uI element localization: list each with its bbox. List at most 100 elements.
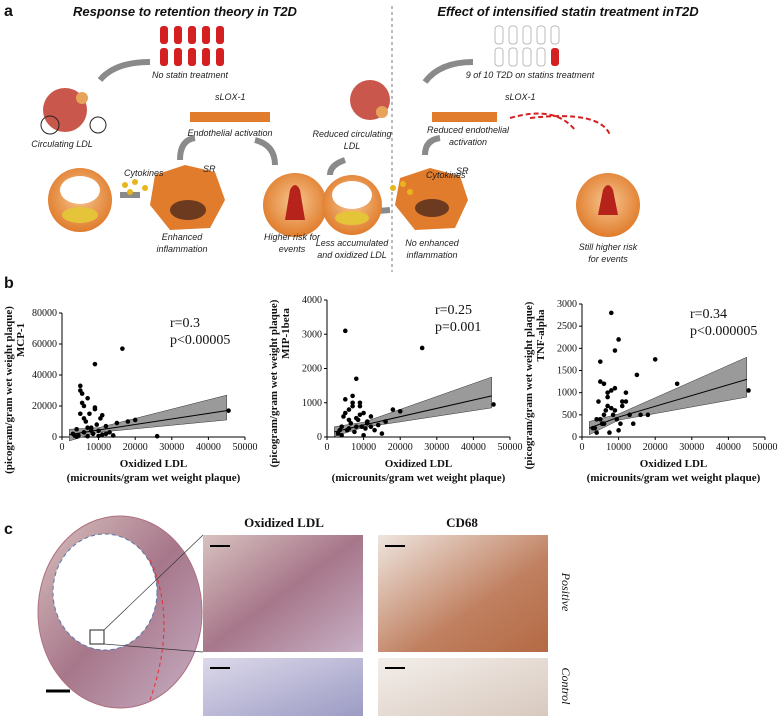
caption: sLOX-1 (215, 92, 246, 102)
data-point (634, 372, 640, 378)
data-point (85, 425, 90, 431)
confidence-band (589, 356, 747, 436)
data-point (361, 410, 366, 416)
data-point (357, 412, 363, 418)
y-tick-label: 500 (562, 410, 577, 421)
endothelium (432, 112, 497, 122)
caption: Still higher risk (579, 242, 638, 252)
dashed-arrows (509, 112, 611, 136)
data-point (103, 423, 109, 429)
caption: 9 of 10 T2D on statins treatment (466, 70, 595, 80)
data-point (390, 407, 396, 412)
data-point (618, 421, 623, 427)
y-axis-label: (picogram/gram wet weight plaque) (3, 306, 15, 474)
data-point (79, 400, 85, 406)
fit-line (589, 378, 747, 429)
data-point (226, 408, 231, 413)
x-tick-label: 40000 (716, 442, 741, 453)
x-tick-label: 20000 (643, 442, 668, 453)
x-tick-label: 50000 (753, 442, 778, 453)
data-point (88, 428, 94, 434)
row-label: Control (559, 668, 573, 706)
y-tick-label: 1000 (302, 398, 322, 409)
annotation: p<0.000005 (690, 324, 757, 339)
y-axis-label: MIP-1beta (280, 308, 292, 359)
data-point (419, 345, 425, 351)
data-point (612, 385, 618, 391)
data-point (397, 409, 403, 414)
annotation: p<0.00005 (170, 333, 230, 348)
x-tick-label: 50000 (233, 442, 258, 453)
column-label: Oxidized LDL (244, 515, 324, 530)
data-point (343, 397, 348, 402)
data-point (368, 424, 374, 430)
data-point (81, 416, 87, 421)
data-point (645, 412, 651, 418)
data-point (92, 405, 98, 410)
y-tick-label: 40000 (32, 370, 57, 381)
data-point (346, 417, 352, 423)
caption: Cytokines (124, 168, 164, 178)
data-point (619, 399, 625, 404)
y-tick-label: 0 (52, 432, 57, 443)
data-point (596, 399, 601, 404)
data-point (619, 403, 625, 409)
data-point (350, 393, 355, 399)
data-point (78, 411, 83, 417)
x-tick-label: 10000 (606, 442, 631, 453)
ldl-cluster (40, 80, 390, 135)
data-point (594, 416, 599, 422)
data-point (339, 424, 344, 430)
data-point (361, 432, 366, 438)
data-point (630, 421, 636, 427)
data-point (132, 417, 138, 423)
caption: inflammation (156, 244, 207, 254)
data-point (605, 390, 610, 395)
data-point (81, 430, 87, 435)
data-point (346, 407, 352, 412)
data-point (612, 408, 618, 413)
data-point (616, 337, 621, 342)
y-tick-label: 3000 (302, 329, 322, 340)
data-point (605, 394, 610, 400)
micrograph (378, 535, 548, 652)
data-point (99, 413, 105, 418)
y-tick-label: 0 (572, 432, 577, 443)
caption: activation (449, 137, 487, 147)
x-axis-label: (microunits/gram wet weight plaque) (67, 472, 241, 484)
caption: Circulating LDL (31, 139, 93, 149)
people-icons (494, 25, 560, 67)
panel-label: b (4, 275, 14, 292)
data-point (607, 430, 612, 435)
x-tick-label: 0 (60, 442, 65, 453)
data-point (601, 421, 607, 427)
data-point (350, 403, 355, 409)
panel-title: Response to retention theory in T2D (73, 4, 298, 19)
annotation: r=0.34 (690, 307, 727, 322)
data-point (383, 419, 388, 424)
y-tick-label: 2500 (557, 321, 577, 332)
data-point (608, 405, 614, 411)
zoom-line (103, 534, 204, 631)
y-axis-label: (picogram/gram wet weight plaque) (268, 299, 280, 467)
data-point (491, 402, 496, 407)
data-point (594, 430, 599, 435)
caption: Less accumulated (316, 238, 390, 248)
annotation: p=0.001 (435, 320, 481, 335)
data-point (341, 414, 346, 419)
x-tick-label: 50000 (498, 442, 523, 453)
data-point (125, 419, 131, 424)
x-axis-label: Oxidized LDL (385, 458, 453, 470)
y-axis-label: (picogram/gram wet weight plaque) (523, 301, 535, 469)
data-point (357, 403, 363, 409)
y-tick-label: 20000 (32, 401, 57, 412)
data-point (375, 422, 381, 428)
caption: Endothelial activation (187, 128, 272, 138)
x-tick-label: 0 (580, 442, 585, 453)
data-point (74, 426, 79, 432)
cytokines (122, 179, 413, 195)
data-point (674, 381, 680, 387)
data-point (614, 416, 620, 422)
x-tick-label: 30000 (424, 442, 449, 453)
panel-title: Effect of intensified statin treatment i… (437, 4, 699, 19)
